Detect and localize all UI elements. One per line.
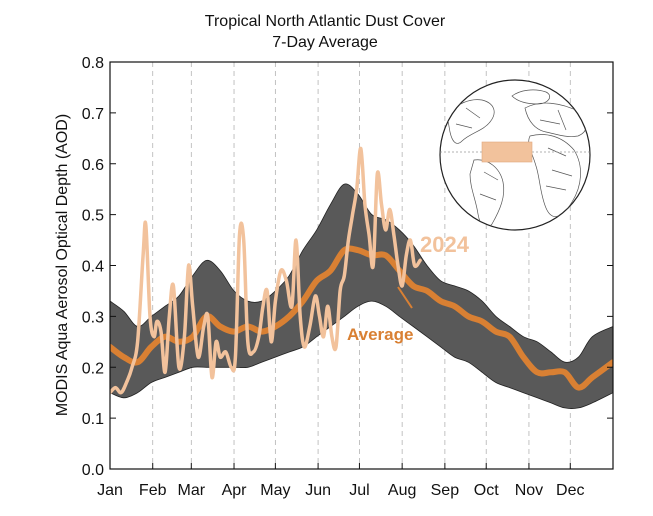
chart-subtitle: 7-Day Average [272, 34, 378, 51]
x-tick-label: Jul [349, 482, 369, 499]
y-tick-label: 0.4 [82, 259, 104, 276]
average-pointer [397, 286, 413, 309]
x-tick-label: Nov [515, 482, 543, 499]
x-tick-label: Dec [556, 482, 584, 499]
x-tick-label: Jan [97, 482, 123, 499]
y-tick-label: 0.2 [82, 360, 104, 377]
y-tick-label: 0.1 [82, 411, 104, 428]
average-line [110, 245, 613, 391]
x-tick-label: Jun [305, 482, 331, 499]
y-tick-label: 0.7 [82, 106, 104, 123]
y-tick-label: 0.8 [82, 55, 104, 72]
dust-region-box [481, 141, 533, 163]
x-tick-label: Oct [474, 482, 499, 499]
y-tick-label: 0.6 [82, 157, 104, 174]
average-series-label: Average [347, 325, 413, 344]
year-2024-line [110, 146, 422, 395]
x-tick-label: May [260, 482, 290, 499]
y-tick-label: 0.3 [82, 309, 104, 326]
x-tick-label: Aug [388, 482, 416, 499]
x-tick-label: Feb [139, 482, 167, 499]
globe-inset [439, 79, 591, 231]
x-axis-ticks: Jan Feb Mar Apr May Jun Jul Aug Sep Oct Nov Dec [97, 463, 585, 499]
globe-coastlines [440, 89, 590, 228]
x-tick-label: Mar [178, 482, 206, 499]
x-tick-label: Apr [222, 482, 248, 499]
y-tick-label: 0.0 [82, 462, 104, 479]
y-tick-label: 0.5 [82, 208, 104, 225]
chart-title: Tropical North Atlantic Dust Cover [205, 13, 446, 30]
x-tick-label: Sep [431, 482, 460, 499]
y-axis-label: MODIS Aqua Aerosol Optical Depth (AOD) [54, 114, 71, 416]
y-axis-ticks: 0.0 0.1 0.2 0.3 0.4 0.5 0.6 0.7 0.8 [82, 55, 613, 479]
series-group [110, 146, 613, 395]
year-series-label: 2024 [420, 232, 470, 257]
